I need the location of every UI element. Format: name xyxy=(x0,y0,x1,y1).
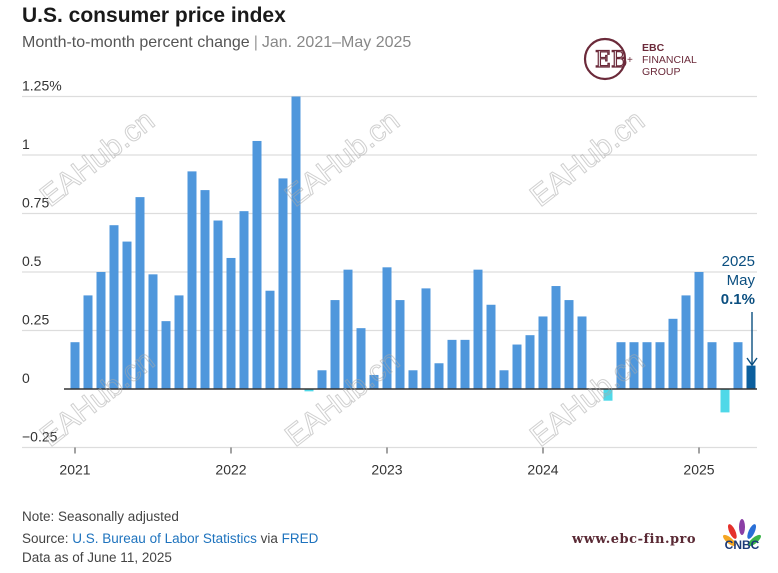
bar xyxy=(109,225,119,389)
bar xyxy=(408,370,418,389)
data-date: Data as of June 11, 2025 xyxy=(22,550,172,565)
bar xyxy=(356,328,366,389)
bar xyxy=(538,316,548,389)
bar xyxy=(577,316,587,389)
bar xyxy=(96,272,106,389)
x-tick-label: 2025 xyxy=(683,462,714,478)
source-link-bls[interactable]: U.S. Bureau of Labor Statistics xyxy=(72,531,257,546)
bar xyxy=(265,290,275,389)
ebc-logo-icon: EB + xyxy=(583,37,633,81)
bar xyxy=(135,197,145,389)
y-tick-label: 1.25% xyxy=(22,78,62,94)
bar xyxy=(278,178,288,389)
cnbc-brand: CNBC xyxy=(724,538,760,552)
svg-text:EB: EB xyxy=(595,48,627,73)
bar xyxy=(434,363,444,389)
bar xyxy=(304,389,314,392)
annotation-month: May xyxy=(727,272,756,289)
bar xyxy=(499,370,509,389)
source-via: via xyxy=(256,531,282,546)
bar xyxy=(629,342,639,389)
x-tick-label: 2021 xyxy=(59,462,90,478)
logo-line3: GROUP xyxy=(642,66,681,78)
chart-subtitle: Month-to-month percent change | Jan. 2021–… xyxy=(22,34,411,52)
note-text: Note: Seasonally adjusted xyxy=(22,509,179,524)
bar xyxy=(200,190,210,389)
bar xyxy=(317,370,327,389)
y-tick-label: 0.5 xyxy=(22,253,42,269)
logo-text: EBC FINANCIAL GROUP xyxy=(642,42,697,78)
y-tick-label: −0.25 xyxy=(22,429,58,445)
bar xyxy=(564,300,574,389)
website-text: www.ebc-fin.pro xyxy=(572,532,697,547)
bar xyxy=(382,267,392,389)
bar xyxy=(213,220,223,389)
bar xyxy=(525,335,535,389)
bar xyxy=(642,342,652,389)
bar xyxy=(239,211,249,389)
bar xyxy=(655,342,665,389)
bar xyxy=(551,286,561,389)
bar xyxy=(369,374,379,389)
bar xyxy=(330,300,340,389)
bar xyxy=(122,241,132,389)
bar xyxy=(486,304,496,389)
bar xyxy=(83,295,93,389)
bar xyxy=(187,171,197,389)
logo-line1: EBC xyxy=(642,42,665,54)
bar xyxy=(473,269,483,389)
bar xyxy=(421,288,431,389)
annotation-arrowhead-icon xyxy=(746,357,758,367)
bar xyxy=(512,344,522,389)
bar xyxy=(174,295,184,389)
y-tick-label: 0.25 xyxy=(22,312,49,328)
bar xyxy=(616,342,626,389)
date-range: Jan. 2021–May 2025 xyxy=(261,34,412,51)
bar xyxy=(681,295,691,389)
bar xyxy=(447,339,457,389)
bar xyxy=(603,389,613,401)
subtitle-separator: | xyxy=(253,34,258,51)
bar xyxy=(343,269,353,389)
bar xyxy=(252,140,262,389)
logo-line2: FINANCIAL xyxy=(642,54,697,66)
bar xyxy=(395,300,405,389)
chart-title: U.S. consumer price index xyxy=(22,4,286,27)
cnbc-peacock-icon xyxy=(723,519,761,547)
bar xyxy=(460,339,470,389)
x-tick-label: 2023 xyxy=(371,462,402,478)
source-link-fred[interactable]: FRED xyxy=(281,531,319,546)
bar xyxy=(291,96,301,389)
annotation-year: 2025 xyxy=(722,253,755,270)
bar xyxy=(668,318,678,389)
bar xyxy=(226,257,236,389)
y-tick-label: 0 xyxy=(22,370,30,386)
annotation-value: 0.1% xyxy=(721,291,755,308)
x-tick-label: 2022 xyxy=(215,462,246,478)
bar xyxy=(694,272,704,389)
bar xyxy=(70,342,80,389)
y-tick-label: 1 xyxy=(22,136,30,152)
bar xyxy=(746,365,756,389)
source-prefix: Source: xyxy=(22,531,73,546)
bar xyxy=(707,342,717,389)
source-text: Source: U.S. Bureau of Labor Statistics … xyxy=(22,531,318,546)
svg-text:+: + xyxy=(627,55,633,66)
bar xyxy=(733,342,743,389)
y-tick-label: 0.75 xyxy=(22,195,49,211)
x-tick-label: 2024 xyxy=(527,462,558,478)
bar xyxy=(148,274,158,389)
bar xyxy=(161,321,171,389)
subtitle-text: Month-to-month percent change xyxy=(22,34,250,51)
bar xyxy=(720,389,730,413)
